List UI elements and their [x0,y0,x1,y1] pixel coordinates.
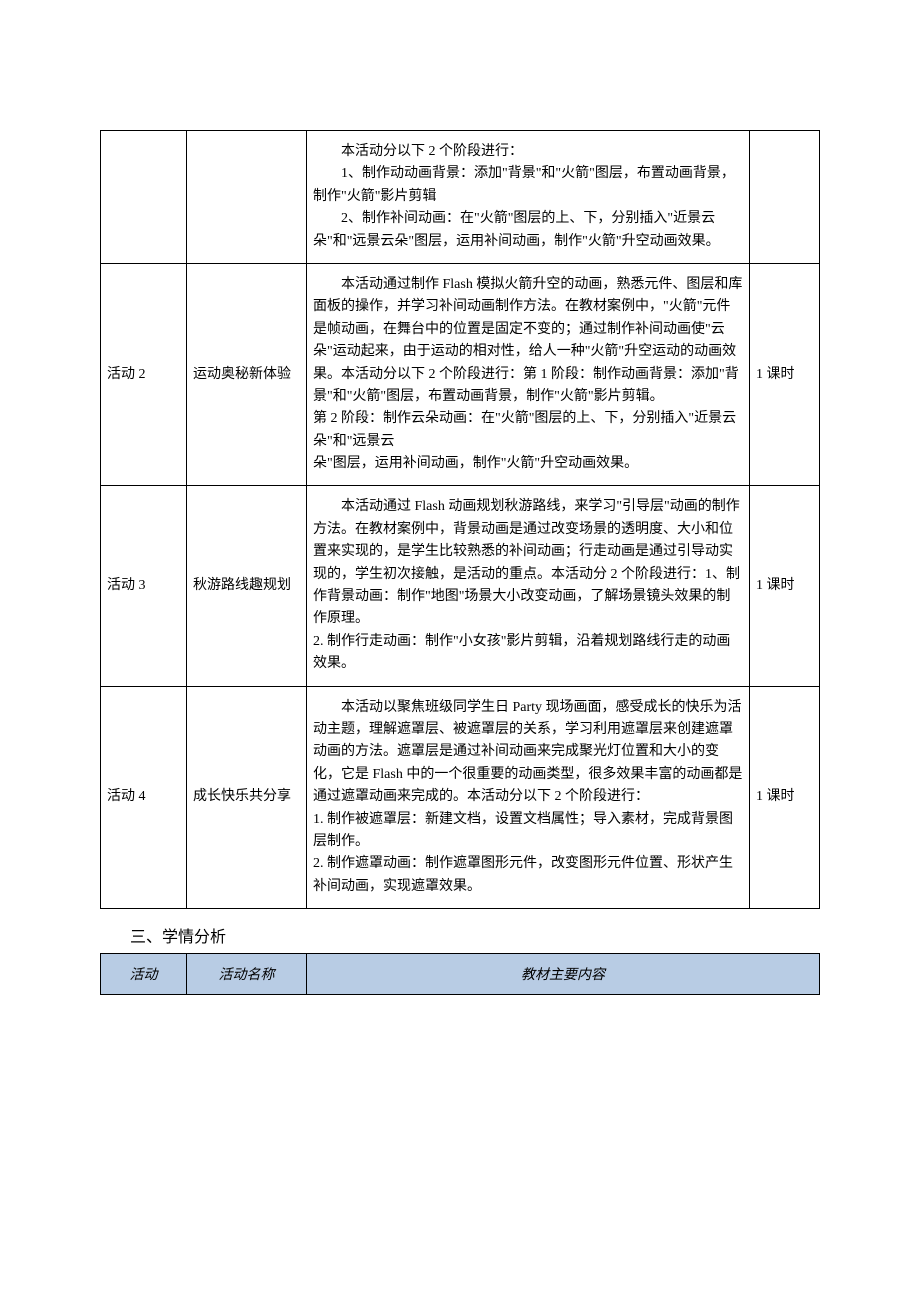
header-activity: 活动 [101,954,187,995]
table-header-row: 活动 活动名称 教材主要内容 [101,954,820,995]
analysis-header-table: 活动 活动名称 教材主要内容 [100,953,820,995]
table-row: 本活动分以下 2 个阶段进行： 1、制作动动画背景：添加"背景"和"火箭"图层，… [101,131,820,264]
activity-name-cell: 运动奥秘新体验 [187,263,307,486]
table-row: 活动 4 成长快乐共分享 本活动以聚焦班级同学生日 Party 现场画面，感受成… [101,686,820,909]
activity-hours-cell [750,131,820,264]
activity-content-cell: 本活动通过 Flash 动画规划秋游路线，来学习"引导层"动画的制作方法。在教材… [307,486,750,686]
activity-name-cell: 秋游路线趣规划 [187,486,307,686]
activity-hours-cell: 1 课时 [750,263,820,486]
activity-cell: 活动 4 [101,686,187,909]
activity-cell [101,131,187,264]
header-activity-name: 活动名称 [187,954,307,995]
activity-cell: 活动 3 [101,486,187,686]
document-page: 本活动分以下 2 个阶段进行： 1、制作动动画背景：添加"背景"和"火箭"图层，… [0,0,920,1055]
activity-hours-cell: 1 课时 [750,686,820,909]
activity-name-cell [187,131,307,264]
activity-name-cell: 成长快乐共分享 [187,686,307,909]
activity-content-cell: 本活动通过制作 Flash 模拟火箭升空的动画，熟悉元件、图层和库面板的操作，并… [307,263,750,486]
table-row: 活动 3 秋游路线趣规划 本活动通过 Flash 动画规划秋游路线，来学习"引导… [101,486,820,686]
activity-cell: 活动 2 [101,263,187,486]
section-title: 三、学情分析 [130,923,820,947]
table-row: 活动 2 运动奥秘新体验 本活动通过制作 Flash 模拟火箭升空的动画，熟悉元… [101,263,820,486]
activity-content-cell: 本活动分以下 2 个阶段进行： 1、制作动动画背景：添加"背景"和"火箭"图层，… [307,131,750,264]
activities-table: 本活动分以下 2 个阶段进行： 1、制作动动画背景：添加"背景"和"火箭"图层，… [100,130,820,909]
activity-hours-cell: 1 课时 [750,486,820,686]
activity-content-cell: 本活动以聚焦班级同学生日 Party 现场画面，感受成长的快乐为活动主题，理解遮… [307,686,750,909]
header-content: 教材主要内容 [307,954,820,995]
